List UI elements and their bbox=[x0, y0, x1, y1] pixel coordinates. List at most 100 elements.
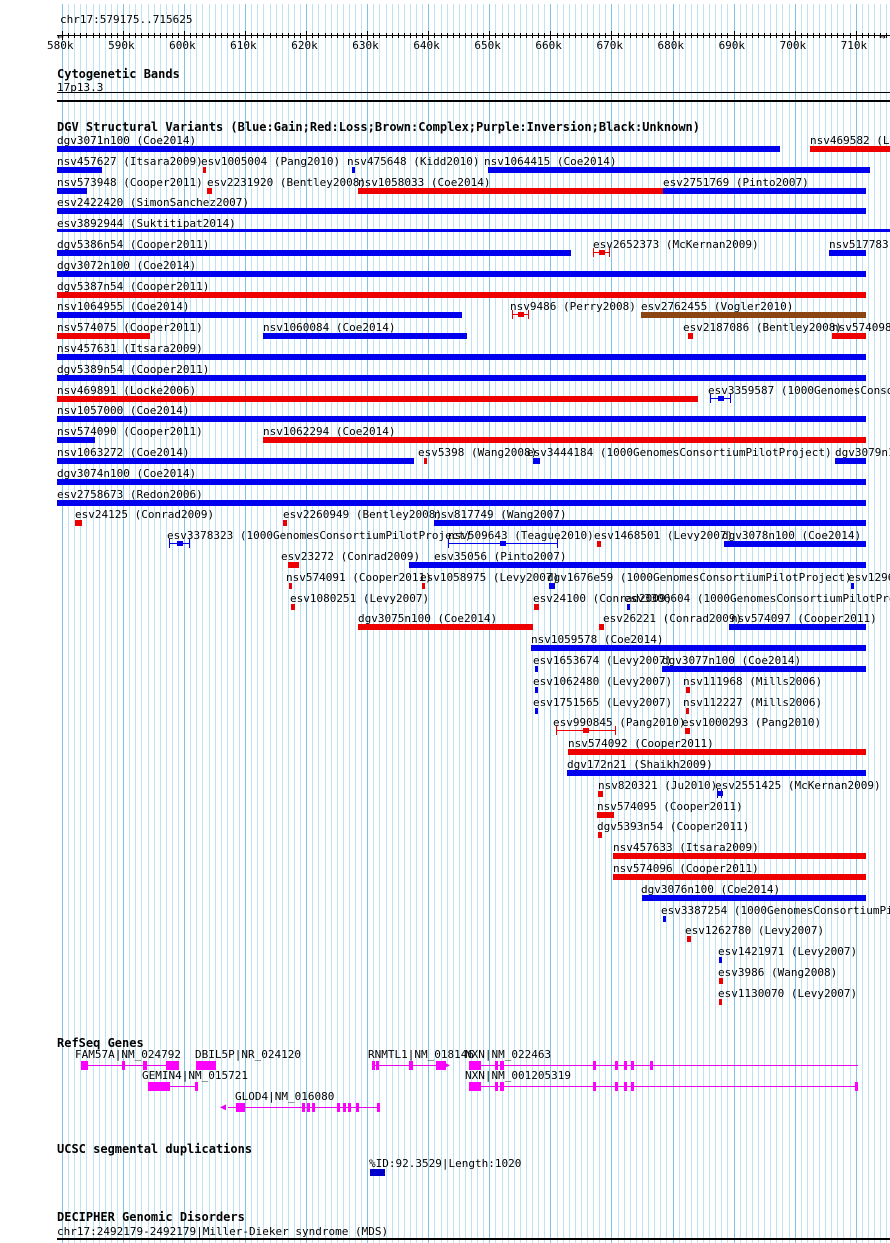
dgv-variant-feature[interactable] bbox=[810, 146, 890, 152]
dgv-variant-feature[interactable] bbox=[568, 749, 866, 756]
dgv-variant-label[interactable]: esv2422420 (SimonSanchez2007) bbox=[57, 196, 250, 210]
dgv-variant-label[interactable]: nsv111968 (Mills2006) bbox=[683, 674, 823, 688]
dgv-variant-feature[interactable] bbox=[851, 582, 854, 589]
dgv-variant-feature[interactable] bbox=[597, 811, 614, 818]
dgv-variant-label[interactable]: nsv9486 (Perry2008) bbox=[510, 300, 636, 314]
dgv-variant-feature[interactable] bbox=[57, 270, 866, 277]
dgv-variant-label[interactable]: nsv574096 (Cooper2011) bbox=[613, 862, 759, 875]
dgv-variant-label[interactable]: dgv3075n100 (Coe2014) bbox=[358, 612, 498, 626]
dgv-variant-label[interactable]: esv1653674 (Levy2007) bbox=[533, 654, 673, 667]
gene-label[interactable]: NXN|NM_022463 bbox=[465, 1048, 552, 1061]
dgv-variant-label[interactable]: esv3359587 (1000GenomesConsortiumPilotPr… bbox=[708, 383, 890, 397]
dgv-variant-feature[interactable] bbox=[57, 354, 866, 360]
dgv-variant-label[interactable]: nsv574097 (Cooper2011) bbox=[731, 612, 877, 626]
dgv-variant-label[interactable]: esv3444184 (1000GenomesConsortiumPilotPr… bbox=[527, 446, 832, 459]
dgv-variant-feature[interactable] bbox=[57, 229, 890, 233]
coordinate-ruler[interactable] bbox=[57, 30, 890, 40]
dgv-variant-feature[interactable] bbox=[685, 728, 690, 735]
dgv-variant-feature[interactable] bbox=[434, 520, 866, 527]
dgv-variant-label[interactable]: esv24125 (Conrad2009) bbox=[75, 508, 215, 522]
dgv-variant-feature[interactable] bbox=[613, 853, 866, 860]
dgv-variant-label[interactable]: esv2652373 (McKernan2009) bbox=[593, 238, 759, 251]
dgv-variant-label[interactable]: dgv3078n100 (Coe2014) bbox=[722, 529, 862, 543]
dgv-variant-label[interactable]: nsv457631 (Itsara2009) bbox=[57, 342, 203, 355]
dgv-variant-label[interactable]: nsv457633 (Itsara2009) bbox=[613, 841, 759, 855]
dgv-variant-feature[interactable] bbox=[352, 166, 355, 173]
dgv-variant-feature[interactable] bbox=[719, 957, 722, 964]
dgv-variant-label[interactable]: esv1262780 (Levy2007) bbox=[685, 924, 825, 938]
dgv-variant-feature[interactable] bbox=[719, 998, 722, 1005]
dgv-variant-feature[interactable] bbox=[717, 788, 723, 798]
dgv-variant-feature[interactable] bbox=[687, 936, 691, 943]
dgv-variant-label[interactable]: nsv469582 (Locke2006) bbox=[810, 134, 890, 147]
dgv-variant-label[interactable]: esv3387254 (1000GenomesConsortiumPilotPr… bbox=[661, 903, 890, 917]
dgv-variant-label[interactable]: esv1080251 (Levy2007) bbox=[290, 591, 430, 605]
dgv-variant-label[interactable]: nsv1063272 (Coe2014) bbox=[57, 446, 190, 459]
dgv-variant-label[interactable]: esv23272 (Conrad2009) bbox=[281, 550, 421, 563]
dgv-variant-label[interactable]: dgv1676e59 (1000GenomesConsortiumPilotPr… bbox=[547, 570, 852, 584]
dgv-variant-feature[interactable] bbox=[57, 291, 866, 298]
dgv-variant-feature[interactable] bbox=[283, 520, 287, 527]
dgv-variant-label[interactable]: esv1058975 (Levy2007) bbox=[420, 570, 560, 584]
dgv-variant-feature[interactable] bbox=[57, 312, 462, 319]
dgv-variant-label[interactable]: esv1296802 (Levy2007) bbox=[848, 570, 890, 584]
gene-label[interactable]: GEMIN4|NM_015721 bbox=[142, 1069, 248, 1082]
dgv-variant-label[interactable]: nsv475648 (Kidd2010) bbox=[347, 154, 480, 168]
dgv-variant-label[interactable]: nsv1060084 (Coe2014) bbox=[263, 321, 396, 335]
dgv-variant-feature[interactable] bbox=[488, 166, 870, 173]
dgv-variant-feature[interactable] bbox=[358, 187, 664, 194]
dgv-variant-feature[interactable] bbox=[289, 582, 292, 589]
dgv-variant-feature[interactable] bbox=[729, 624, 866, 631]
dgv-variant-feature[interactable] bbox=[531, 645, 866, 652]
dgv-variant-label[interactable]: nsv457627 (Itsara2009) bbox=[57, 154, 203, 168]
dgv-variant-label[interactable]: esv2551425 (McKernan2009) bbox=[715, 778, 881, 792]
gene-model[interactable] bbox=[469, 1081, 858, 1092]
dgv-variant-label[interactable]: esv3306604 (1000GenomesConsortiumPilotPr… bbox=[624, 591, 890, 605]
dgv-variant-feature[interactable] bbox=[358, 624, 533, 631]
dgv-variant-label[interactable]: dgv3071n100 (Coe2014) bbox=[57, 134, 197, 147]
dgv-variant-feature[interactable] bbox=[409, 562, 866, 568]
dgv-variant-label[interactable]: nsv517783 (Conrad2010) bbox=[829, 238, 890, 251]
dgv-variant-label[interactable]: esv2231920 (Bentley2008) bbox=[207, 175, 366, 189]
dgv-variant-feature[interactable] bbox=[57, 333, 150, 340]
gene-model[interactable] bbox=[148, 1081, 198, 1092]
dgv-variant-label[interactable]: nsv574098 (Cooper2011) bbox=[832, 321, 890, 335]
dgv-variant-feature[interactable] bbox=[57, 374, 866, 381]
dgv-variant-feature[interactable] bbox=[835, 458, 866, 464]
dgv-variant-label[interactable]: esv24100 (Conrad2009) bbox=[533, 591, 673, 605]
dgv-variant-feature[interactable] bbox=[567, 770, 866, 776]
dgv-variant-feature[interactable] bbox=[663, 915, 666, 922]
dgv-variant-feature[interactable] bbox=[424, 458, 427, 464]
dgv-variant-label[interactable]: nsv1059578 (Coe2014) bbox=[531, 633, 664, 647]
dgv-variant-feature[interactable] bbox=[535, 686, 538, 693]
dgv-variant-feature[interactable] bbox=[688, 333, 693, 340]
dgv-variant-label[interactable]: nsv574095 (Cooper2011) bbox=[597, 799, 743, 813]
dgv-variant-feature[interactable] bbox=[203, 166, 206, 173]
dgv-variant-label[interactable]: dgv5386n54 (Cooper2011) bbox=[57, 238, 210, 251]
dgv-variant-label[interactable]: nsv574091 (Cooper2011) bbox=[286, 570, 432, 584]
gene-label[interactable]: DBIL5P|NR_024120 bbox=[195, 1048, 301, 1061]
gene-label[interactable]: RNMTL1|NM_018146 bbox=[368, 1048, 474, 1061]
dgv-variant-label[interactable]: nsv1064955 (Coe2014) bbox=[57, 300, 190, 314]
dgv-variant-feature[interactable] bbox=[57, 208, 866, 215]
dgv-variant-feature[interactable] bbox=[719, 978, 723, 984]
dgv-variant-label[interactable]: nsv1064415 (Coe2014) bbox=[484, 154, 617, 168]
dgv-variant-feature[interactable] bbox=[598, 790, 603, 797]
dgv-variant-label[interactable]: esv35056 (Pinto2007) bbox=[434, 550, 567, 563]
dgv-variant-label[interactable]: dgv3076n100 (Coe2014) bbox=[641, 882, 781, 896]
dgv-variant-feature[interactable] bbox=[422, 582, 425, 589]
dgv-variant-feature[interactable] bbox=[556, 726, 616, 736]
gene-model[interactable] bbox=[196, 1060, 216, 1071]
dgv-variant-feature[interactable] bbox=[57, 478, 866, 485]
dgv-variant-label[interactable]: nsv574090 (Cooper2011) bbox=[57, 425, 203, 439]
dgv-variant-label[interactable]: dgv3077n100 (Coe2014) bbox=[662, 654, 802, 667]
dgv-variant-label[interactable]: dgv3072n100 (Coe2014) bbox=[57, 258, 197, 272]
dgv-variant-label[interactable]: esv1005004 (Pang2010) bbox=[201, 154, 341, 168]
dgv-variant-feature[interactable] bbox=[57, 499, 866, 506]
dgv-variant-feature[interactable] bbox=[512, 310, 529, 320]
gene-label[interactable]: FAM57A|NM_024792 bbox=[75, 1048, 181, 1061]
dgv-variant-feature[interactable] bbox=[57, 395, 698, 402]
dgv-variant-feature[interactable] bbox=[686, 707, 689, 714]
segdup-feature[interactable] bbox=[370, 1169, 385, 1176]
dgv-variant-label[interactable]: nsv1062294 (Coe2014) bbox=[263, 425, 396, 439]
